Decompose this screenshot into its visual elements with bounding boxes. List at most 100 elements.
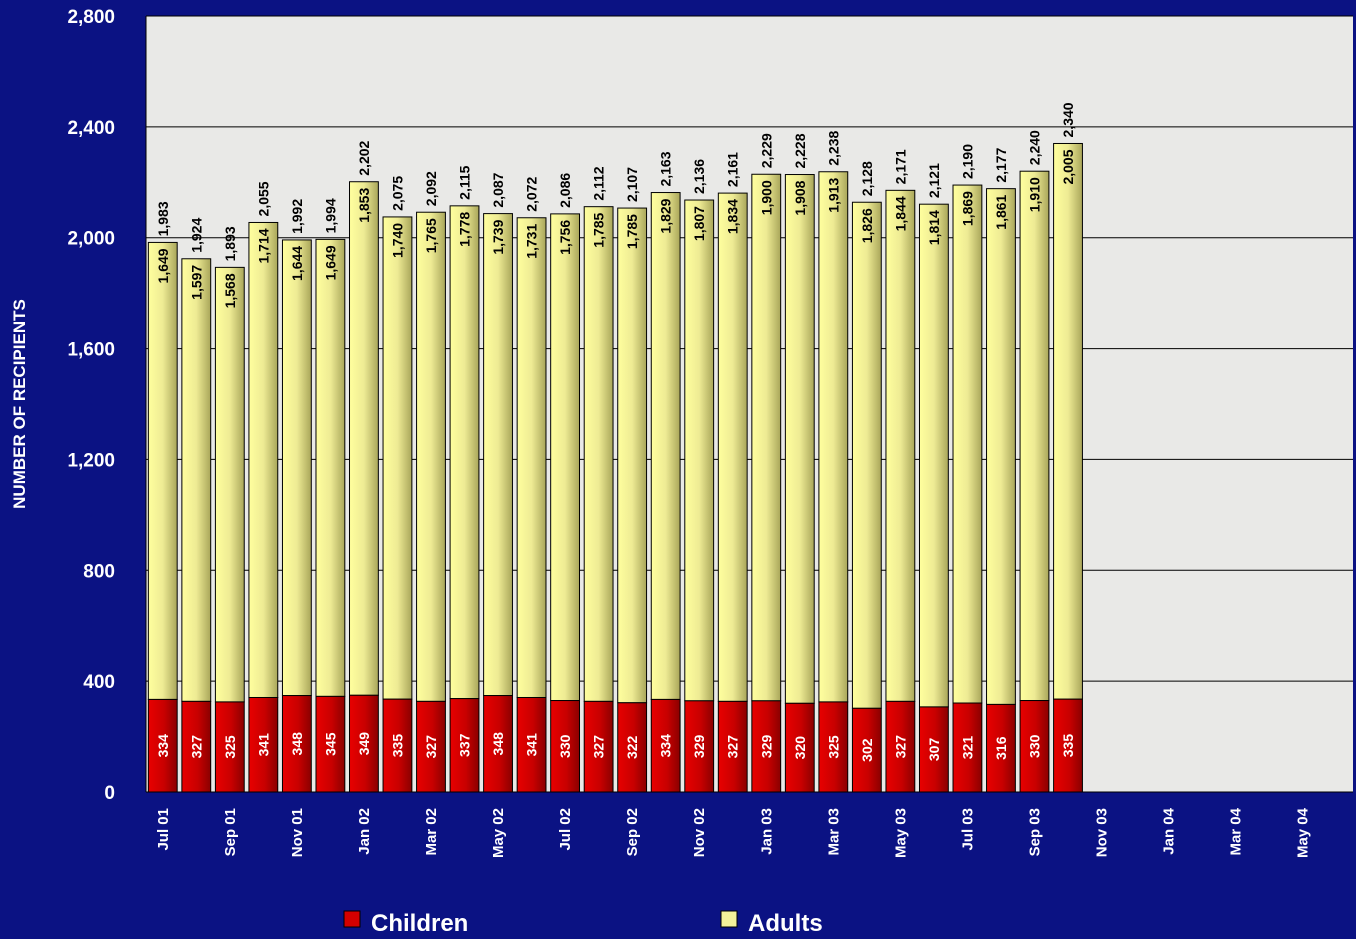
data-label-children: 341 xyxy=(255,733,271,757)
data-label-adults: 1,900 xyxy=(758,180,774,215)
x-tick-label: Jan 04 xyxy=(1161,807,1178,854)
data-label-children: 334 xyxy=(155,734,171,758)
data-label-adults: 1,869 xyxy=(959,191,975,226)
data-label-total: 2,229 xyxy=(758,133,774,168)
bar-adults xyxy=(516,217,547,698)
data-label-adults: 1,739 xyxy=(490,219,506,254)
y-tick-label: 0 xyxy=(104,783,115,804)
data-label-adults: 1,731 xyxy=(524,224,540,259)
data-label-total: 2,177 xyxy=(993,147,1009,182)
x-tick-label: Mar 03 xyxy=(825,808,842,856)
bar-adults xyxy=(952,184,983,704)
data-label-total: 2,340 xyxy=(1060,102,1076,137)
legend-swatch-children xyxy=(343,910,361,928)
bar-children xyxy=(717,700,748,793)
bar-adults xyxy=(1019,170,1050,702)
bar-children xyxy=(516,696,547,793)
data-label-total: 2,086 xyxy=(557,173,573,208)
bar-adults xyxy=(818,171,849,703)
bar-adults xyxy=(617,207,648,704)
data-label-adults: 1,765 xyxy=(423,218,439,253)
data-label-adults: 1,644 xyxy=(289,246,305,281)
data-label-children: 302 xyxy=(859,738,875,762)
bar-adults xyxy=(918,203,949,708)
data-label-adults: 1,649 xyxy=(322,245,338,280)
data-label-children: 348 xyxy=(490,732,506,756)
data-label-children: 327 xyxy=(591,735,607,759)
bar-children xyxy=(483,695,513,793)
data-label-total: 2,121 xyxy=(926,163,942,198)
bar-children xyxy=(952,702,983,793)
legend-label-adults: Adults xyxy=(748,910,823,937)
bar-children xyxy=(918,706,949,793)
data-label-children: 348 xyxy=(289,732,305,756)
bar-adults xyxy=(147,241,178,700)
data-label-adults: 1,826 xyxy=(859,208,875,243)
bar-adults xyxy=(986,188,1016,705)
data-label-total: 2,202 xyxy=(356,140,372,175)
x-tick-label: Sep 01 xyxy=(222,808,239,856)
data-label-adults: 1,913 xyxy=(825,178,841,213)
data-label-adults: 1,740 xyxy=(389,223,405,258)
bar-adults xyxy=(315,238,346,697)
x-tick-label: May 02 xyxy=(490,808,507,858)
bar-children xyxy=(1053,698,1083,793)
data-label-children: 345 xyxy=(322,732,338,756)
data-label-children: 307 xyxy=(926,738,942,762)
x-tick-label: Nov 02 xyxy=(691,808,708,857)
data-label-adults: 1,807 xyxy=(691,206,707,241)
x-tick-label: Jan 02 xyxy=(356,808,373,855)
data-label-children: 327 xyxy=(423,735,439,759)
data-label-total: 2,238 xyxy=(825,131,841,166)
data-label-total: 1,992 xyxy=(289,199,305,234)
x-tick-label: Mar 04 xyxy=(1228,807,1245,855)
y-tick-label: 800 xyxy=(83,561,115,582)
data-label-adults: 1,910 xyxy=(1026,177,1042,212)
bar-adults xyxy=(281,239,312,697)
data-label-total: 1,983 xyxy=(155,201,171,236)
data-label-total: 1,893 xyxy=(222,226,238,261)
data-label-children: 322 xyxy=(624,735,640,759)
bar-children xyxy=(147,698,178,793)
bar-adults xyxy=(449,205,480,700)
data-label-adults: 1,829 xyxy=(658,198,674,233)
bar-children xyxy=(550,700,581,793)
x-tick-label: Nov 01 xyxy=(289,808,306,857)
data-label-adults: 1,814 xyxy=(926,210,942,245)
data-label-total: 2,228 xyxy=(792,133,808,168)
bar-children xyxy=(181,700,212,793)
legend-label-children: Children xyxy=(371,910,468,937)
bar-adults xyxy=(1053,142,1083,700)
bars-group: 334 1,649 1,983 327 1,597 1,924 325 1,568 1,893 3… xyxy=(147,102,1083,793)
bar-children xyxy=(449,698,480,793)
data-label-adults: 1,778 xyxy=(457,212,473,247)
bar-children xyxy=(885,700,916,793)
data-label-children: 320 xyxy=(792,736,808,760)
data-label-adults: 1,785 xyxy=(591,212,607,247)
data-label-adults: 1,861 xyxy=(993,194,1009,229)
legend-swatch-adults xyxy=(720,910,738,928)
data-label-total: 2,075 xyxy=(389,176,405,211)
data-label-adults: 1,844 xyxy=(892,196,908,231)
data-label-children: 325 xyxy=(825,735,841,759)
bar-adults xyxy=(550,213,581,702)
data-label-children: 325 xyxy=(222,735,238,759)
x-tick-label: Sep 03 xyxy=(1026,808,1043,856)
data-label-total: 1,994 xyxy=(322,198,338,233)
bar-adults xyxy=(349,181,379,696)
bar-adults xyxy=(382,216,413,700)
bar-children xyxy=(784,702,815,793)
data-label-children: 329 xyxy=(691,735,707,759)
data-label-total: 1,924 xyxy=(188,218,204,253)
x-tick-label: Jul 01 xyxy=(155,808,172,851)
data-label-total: 2,107 xyxy=(624,167,640,202)
data-label-children: 334 xyxy=(658,734,674,758)
data-label-total: 2,190 xyxy=(959,144,975,179)
bar-adults xyxy=(416,211,446,702)
x-tick-label: Jan 03 xyxy=(758,808,775,855)
data-label-total: 2,128 xyxy=(859,161,875,196)
bar-adults xyxy=(214,266,245,703)
y-tick-label: 1,200 xyxy=(67,450,115,471)
data-label-total: 2,087 xyxy=(490,172,506,207)
plot-area xyxy=(146,16,1353,792)
